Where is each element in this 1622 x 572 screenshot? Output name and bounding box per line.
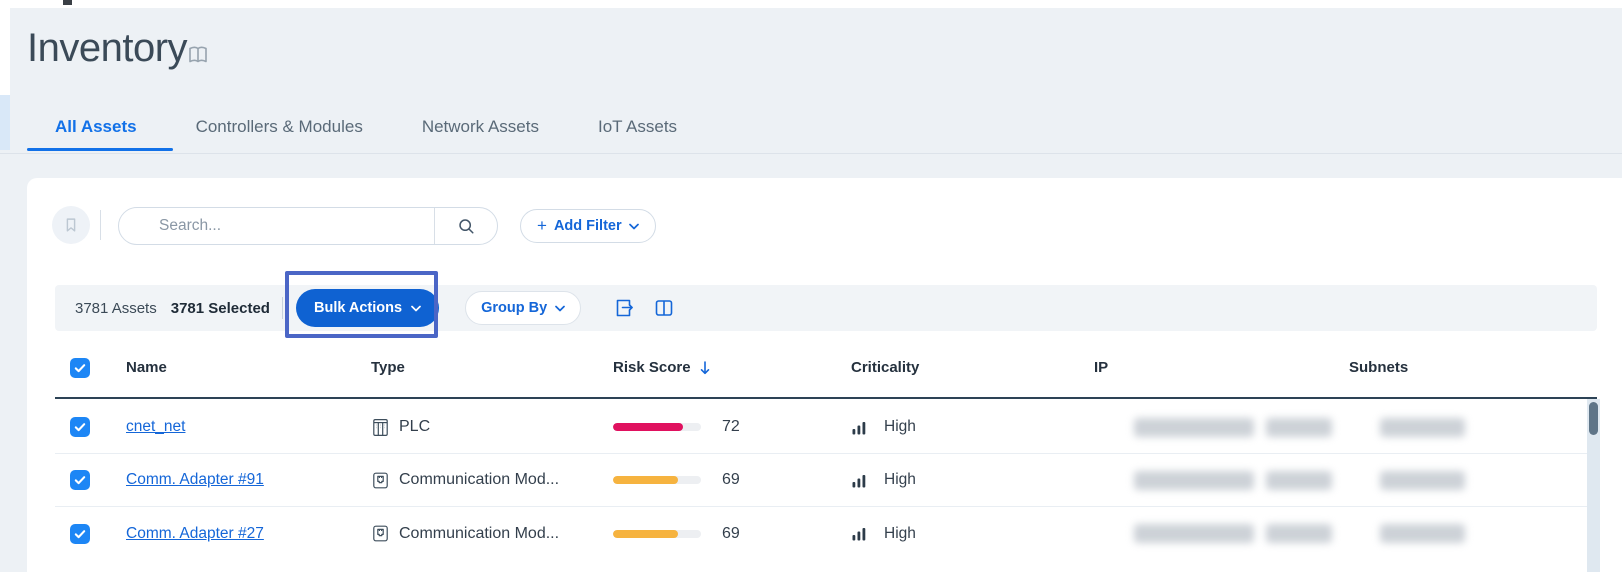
row-checkbox[interactable] [70,417,90,437]
add-filter-label: Add Filter [553,218,622,234]
tab-all-assets[interactable]: All Assets [55,117,137,136]
asset-type-label: PLC [399,418,431,435]
search-divider [434,208,435,244]
criticality-bars-icon [851,472,868,489]
column-header-type[interactable]: Type [371,359,405,376]
check-icon [73,527,87,541]
asset-type-label: Communication Mod... [399,524,560,542]
risk-score-bar-fill [613,476,679,484]
saved-queries-button[interactable] [52,206,90,244]
add-filter-button[interactable]: + Add Filter [520,209,656,243]
search-bar: Search... [118,207,498,245]
redacted-ip [1266,471,1332,490]
risk-score-bar [613,529,701,538]
row-checkbox[interactable] [70,470,90,490]
criticality-label: High [884,471,916,488]
columns-icon [653,297,675,319]
export-icon [613,297,635,319]
column-header-ip[interactable]: IP [1094,359,1109,376]
column-header-criticality[interactable]: Criticality [851,359,920,376]
table-body: cnet_net [55,401,1597,560]
plus-icon: + [537,216,547,235]
table-header-row: Name Type Risk Score Criticality IP Subn… [55,338,1597,399]
bulk-actions-button[interactable]: Bulk Actions [295,289,440,327]
redacted-ip [1134,471,1254,490]
nav-rail-highlight [0,95,10,150]
risk-score-value: 69 [722,471,740,488]
screen-edge-artifact [63,0,72,5]
tabbar-border [0,153,1622,154]
check-icon [73,420,87,434]
redacted-subnet [1380,524,1465,543]
toolbar-divider [281,297,283,319]
chevron-down-icon [411,305,421,312]
comm-module-icon [371,471,390,490]
criticality-label: High [884,524,916,542]
comm-module-icon [371,524,390,543]
risk-score-bar-fill [613,529,679,538]
risk-score-value: 72 [722,418,740,435]
criticality-label: High [884,418,916,435]
tab-controllers-modules[interactable]: Controllers & Modules [195,117,363,136]
chevron-down-icon [555,305,565,312]
risk-score-bar [613,423,701,431]
scrollbar-thumb[interactable] [1589,402,1598,435]
table-toolbar: 3781 Assets 3781 Selected Bulk Actions G… [55,285,1597,331]
left-edge-strip [0,0,10,95]
select-all-checkbox[interactable] [70,357,90,378]
criticality-bars-icon [851,419,868,436]
redacted-ip [1266,418,1332,437]
asset-name-link[interactable]: cnet_net [126,418,186,435]
search-submit-button[interactable] [435,217,497,236]
tab-bar: All Assets Controllers & Modules Network… [55,117,677,137]
columns-settings-button[interactable] [653,297,675,319]
column-header-subnets[interactable]: Subnets [1349,359,1409,376]
risk-score-bar [613,476,701,484]
top-strip [0,0,1622,8]
redacted-subnet [1380,418,1465,437]
column-header-name[interactable]: Name [126,359,167,376]
redacted-ip [1134,418,1254,437]
asset-type-label: Communication Mod... [399,471,560,488]
group-by-button[interactable]: Group By [465,291,582,325]
check-icon [73,361,87,375]
row-checkbox[interactable] [70,523,90,544]
risk-score-bar-fill [613,423,684,431]
search-input[interactable]: Search... [159,217,222,234]
page-title: Inventory [27,26,188,70]
content-card: Search... + Add Filter 3781 Assets 3781 [27,178,1622,572]
risk-score-value: 69 [722,524,740,542]
redacted-ip [1266,524,1332,543]
bookmark-icon [62,216,80,234]
asset-name-link[interactable]: Comm. Adapter #27 [126,524,264,542]
redacted-ip [1134,524,1254,543]
export-button[interactable] [613,297,635,319]
selected-count: 3781 Selected [170,299,270,317]
table-row: cnet_net [55,401,1597,454]
chevron-down-icon [628,223,639,230]
tab-network-assets[interactable]: Network Assets [421,117,539,136]
search-icon [457,217,476,236]
risk-score-header-label: Risk Score [613,359,691,376]
column-header-risk-score[interactable]: Risk Score [600,359,838,376]
controls-divider [100,210,101,240]
asset-name-link[interactable]: Comm. Adapter #91 [126,471,264,488]
redacted-subnet [1380,471,1465,490]
vertical-scrollbar[interactable] [1587,399,1600,572]
active-tab-underline [27,148,173,151]
check-icon [73,473,87,487]
plc-icon [371,418,390,437]
assets-count: 3781 Assets [75,299,157,317]
group-by-label: Group By [481,300,548,316]
tab-iot-assets[interactable]: IoT Assets [597,117,678,136]
book-icon[interactable] [186,44,210,68]
table-row: Comm. Adapter #27 [55,507,1597,560]
bulk-actions-label: Bulk Actions [313,300,403,316]
table-row: Comm. Adapter #91 [55,454,1597,507]
criticality-bars-icon [851,525,868,542]
sort-desc-icon [699,360,711,376]
